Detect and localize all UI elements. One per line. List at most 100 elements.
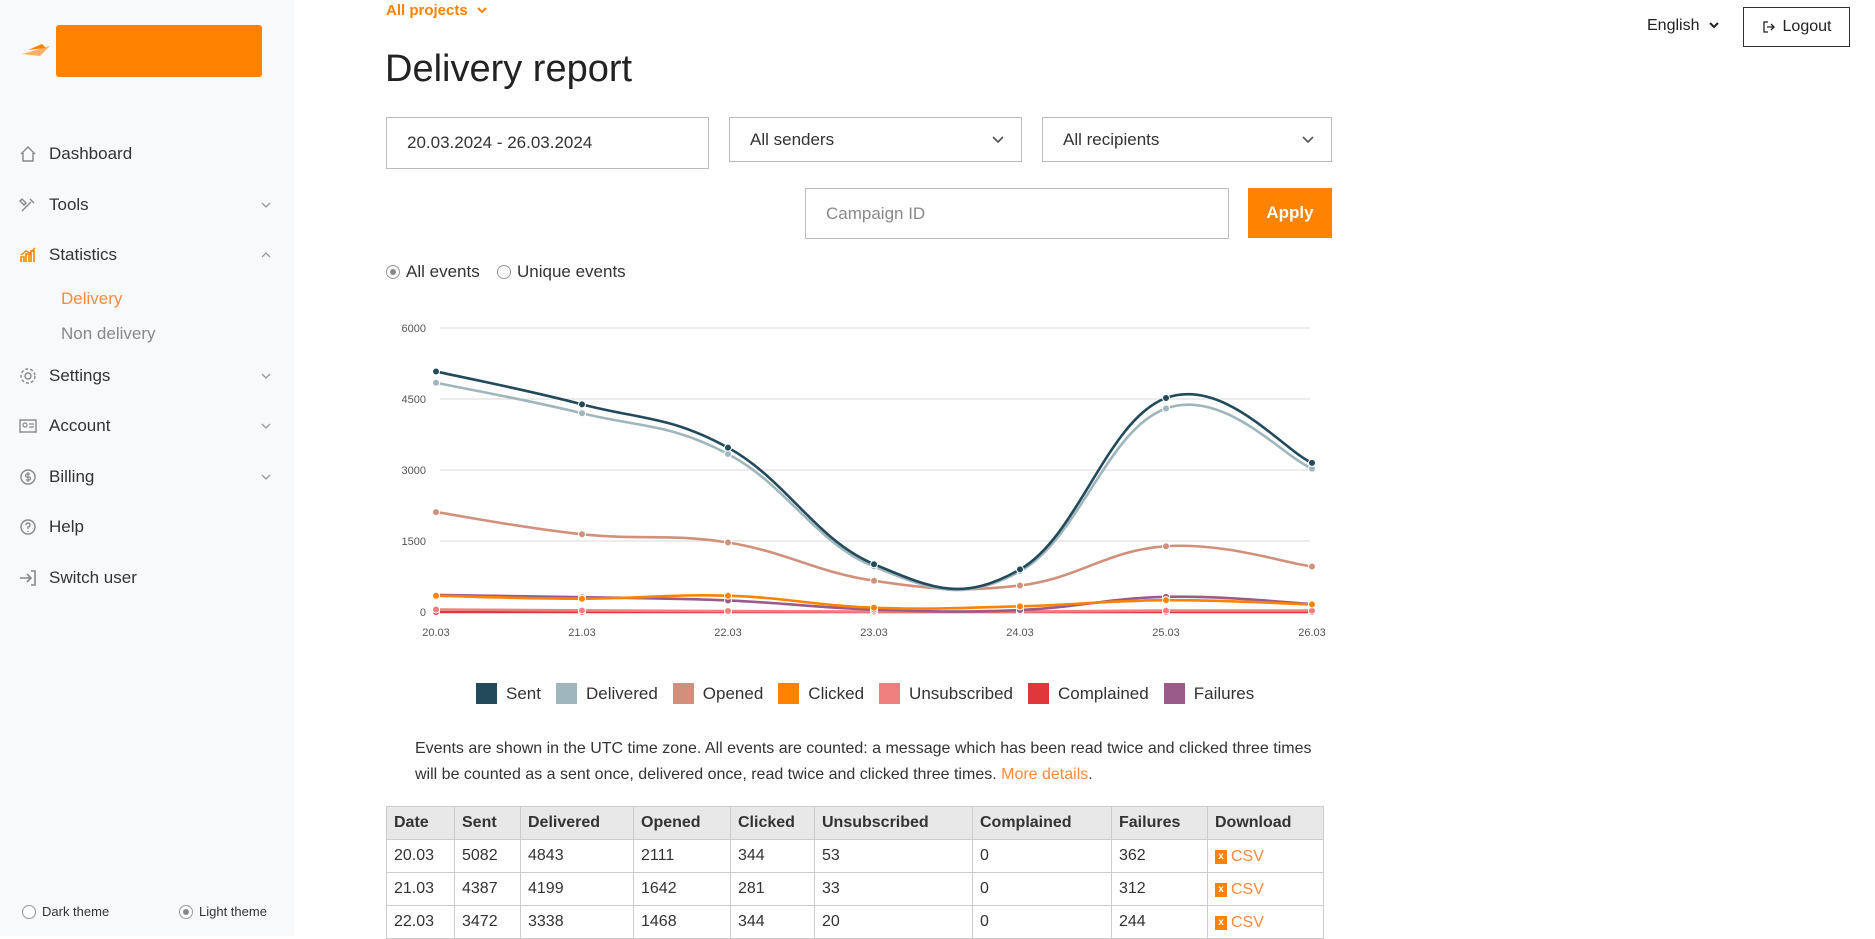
light-theme-option[interactable]: Light theme xyxy=(179,904,267,919)
sidebar-item-settings[interactable]: Settings xyxy=(0,351,294,402)
column-header[interactable]: Download xyxy=(1207,806,1324,840)
sidebar-item-dashboard[interactable]: Dashboard xyxy=(0,129,294,180)
data-point-sent[interactable] xyxy=(1162,394,1170,403)
column-header[interactable]: Date xyxy=(386,806,455,840)
legend-item-unsubscribed[interactable]: Unsubscribed xyxy=(879,683,1013,704)
table-cell: 244 xyxy=(1111,905,1208,939)
apply-button[interactable]: Apply xyxy=(1248,188,1332,238)
data-point-clicked[interactable] xyxy=(578,594,586,603)
sidebar-item-help[interactable]: Help xyxy=(0,502,294,553)
sidebar-subitem-delivery[interactable]: Delivery xyxy=(61,288,123,308)
data-point-opened[interactable] xyxy=(1016,581,1024,590)
data-point-sent[interactable] xyxy=(724,443,732,452)
series-line-delivered xyxy=(435,381,1313,592)
delivery-table: Date Sent Delivered Opened Clicked Unsubscrib… xyxy=(386,806,1324,939)
download-cell: x CSV xyxy=(1207,905,1324,939)
all-projects-dropdown[interactable]: All projects xyxy=(386,2,488,19)
language-selector[interactable]: English xyxy=(1647,17,1720,35)
column-header[interactable]: Sent xyxy=(454,806,521,840)
note-period: . xyxy=(1088,766,1093,783)
campaign-id-input[interactable]: Campaign ID xyxy=(805,188,1229,239)
table-cell: 20.03 xyxy=(386,839,455,873)
data-point-sent[interactable] xyxy=(1016,565,1024,574)
y-tick-label: 6000 xyxy=(402,323,426,335)
language-label: English xyxy=(1647,17,1700,34)
legend-label: Sent xyxy=(506,683,541,703)
legend-swatch xyxy=(555,683,577,704)
legend-item-complained[interactable]: Complained xyxy=(1028,683,1149,704)
legend-item-delivered[interactable]: Delivered xyxy=(555,683,658,704)
table-cell: 0 xyxy=(972,839,1112,873)
table-cell: 344 xyxy=(730,839,815,873)
x-tick-label: 22.03 xyxy=(714,627,742,639)
sidebar-item-billing[interactable]: Billing xyxy=(0,452,294,503)
sidebar-item-label: Help xyxy=(49,517,84,537)
data-point-clicked[interactable] xyxy=(724,591,732,600)
data-point-opened[interactable] xyxy=(432,508,440,517)
sidebar-item-account[interactable]: Account xyxy=(0,401,294,452)
legend-swatch xyxy=(476,683,497,704)
data-point-clicked[interactable] xyxy=(1162,596,1170,605)
logo-brand[interactable] xyxy=(56,25,262,77)
sidebar-item-switch-user[interactable]: Switch user xyxy=(0,553,294,604)
senders-select[interactable]: All senders xyxy=(729,117,1022,162)
csv-download-link[interactable]: x CSV xyxy=(1215,914,1264,932)
dark-theme-radio[interactable] xyxy=(22,904,36,919)
column-header[interactable]: Delivered xyxy=(520,806,634,840)
light-theme-radio[interactable] xyxy=(179,904,193,919)
column-header[interactable]: Failures xyxy=(1111,806,1208,840)
data-point-delivered[interactable] xyxy=(432,378,440,387)
data-point-sent[interactable] xyxy=(432,367,440,376)
data-point-opened[interactable] xyxy=(578,530,586,539)
data-point-opened[interactable] xyxy=(1162,542,1170,551)
data-point-delivered[interactable] xyxy=(578,409,586,418)
column-header[interactable]: Opened xyxy=(633,806,731,840)
note-text: Events are shown in the UTC time zone. A… xyxy=(415,740,1312,783)
data-point-opened[interactable] xyxy=(870,576,878,585)
legend-swatch xyxy=(778,683,800,704)
column-header[interactable]: Clicked xyxy=(730,806,815,840)
data-point-clicked[interactable] xyxy=(870,603,878,612)
data-point-sent[interactable] xyxy=(870,560,878,569)
csv-download-link[interactable]: x CSV xyxy=(1215,848,1264,866)
legend-item-clicked[interactable]: Clicked xyxy=(778,683,864,704)
y-tick-label: 1500 xyxy=(402,536,426,548)
excel-file-icon: x xyxy=(1215,915,1227,930)
data-point-opened[interactable] xyxy=(1308,562,1316,571)
more-details-link[interactable]: More details xyxy=(1001,766,1089,783)
data-point-sent[interactable] xyxy=(1308,458,1316,467)
dark-theme-option[interactable]: Dark theme xyxy=(22,904,109,919)
data-point-clicked[interactable] xyxy=(1308,600,1316,609)
all-events-radio[interactable] xyxy=(386,265,400,279)
data-point-unsubscribed[interactable] xyxy=(724,607,732,616)
date-range-input[interactable]: 20.03.2024 - 26.03.2024 xyxy=(386,117,709,169)
column-header[interactable]: Complained xyxy=(972,806,1112,840)
chevron-down-icon xyxy=(477,7,487,14)
data-point-clicked[interactable] xyxy=(1016,602,1024,611)
column-header[interactable]: Unsubscribed xyxy=(814,806,973,840)
sidebar-subitem-non-delivery[interactable]: Non delivery xyxy=(61,323,156,343)
all-events-option[interactable]: All events xyxy=(386,262,480,282)
legend-item-opened[interactable]: Opened xyxy=(672,683,763,704)
chevron-down-icon xyxy=(1709,22,1719,29)
data-point-sent[interactable] xyxy=(578,400,586,409)
data-point-unsubscribed[interactable] xyxy=(432,605,440,614)
sidebar-item-tools[interactable]: Tools xyxy=(0,180,294,231)
recipients-select[interactable]: All recipients xyxy=(1042,117,1332,162)
data-point-unsubscribed[interactable] xyxy=(1162,606,1170,615)
legend-item-failures[interactable]: Failures xyxy=(1163,683,1254,704)
logout-button[interactable]: Logout xyxy=(1743,7,1850,47)
data-point-opened[interactable] xyxy=(724,538,732,547)
csv-label: CSV xyxy=(1231,913,1264,931)
sidebar-item-statistics[interactable]: Statistics xyxy=(0,230,294,281)
data-point-delivered[interactable] xyxy=(1162,404,1170,413)
recipients-value: All recipients xyxy=(1063,129,1160,149)
unique-events-radio[interactable] xyxy=(497,265,511,279)
legend-swatch xyxy=(879,683,901,704)
senders-value: All senders xyxy=(750,129,835,149)
unique-events-option[interactable]: Unique events xyxy=(497,262,626,282)
data-point-unsubscribed[interactable] xyxy=(578,606,586,615)
csv-download-link[interactable]: x CSV xyxy=(1215,881,1264,899)
legend-item-sent[interactable]: Sent xyxy=(476,683,541,704)
data-point-clicked[interactable] xyxy=(432,591,440,600)
